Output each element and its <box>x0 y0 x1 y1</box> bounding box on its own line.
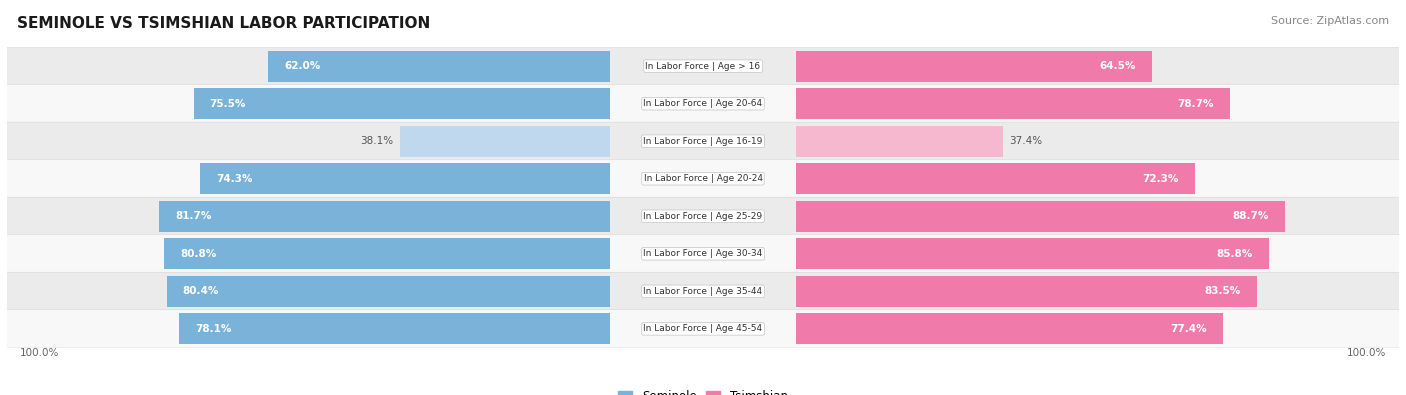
FancyBboxPatch shape <box>0 85 1406 123</box>
Text: 80.8%: 80.8% <box>180 249 217 259</box>
Bar <box>159 201 610 231</box>
Text: 37.4%: 37.4% <box>1010 136 1042 146</box>
Text: 85.8%: 85.8% <box>1216 249 1253 259</box>
Bar <box>796 314 1223 344</box>
Text: In Labor Force | Age 16-19: In Labor Force | Age 16-19 <box>644 137 762 146</box>
Text: In Labor Force | Age 30-34: In Labor Force | Age 30-34 <box>644 249 762 258</box>
Text: 64.5%: 64.5% <box>1099 61 1136 71</box>
Text: SEMINOLE VS TSIMSHIAN LABOR PARTICIPATION: SEMINOLE VS TSIMSHIAN LABOR PARTICIPATIO… <box>17 16 430 31</box>
Bar <box>194 88 610 119</box>
Text: 81.7%: 81.7% <box>176 211 212 221</box>
Text: In Labor Force | Age 20-64: In Labor Force | Age 20-64 <box>644 99 762 108</box>
Bar <box>796 201 1285 231</box>
Bar <box>200 164 610 194</box>
FancyBboxPatch shape <box>0 272 1406 310</box>
Text: In Labor Force | Age 45-54: In Labor Force | Age 45-54 <box>644 324 762 333</box>
Text: 100.0%: 100.0% <box>1347 348 1386 358</box>
Text: Source: ZipAtlas.com: Source: ZipAtlas.com <box>1271 16 1389 26</box>
Bar <box>796 88 1230 119</box>
Text: 80.4%: 80.4% <box>183 286 219 296</box>
FancyBboxPatch shape <box>0 235 1406 273</box>
Bar <box>269 51 610 81</box>
Text: 78.7%: 78.7% <box>1177 99 1213 109</box>
FancyBboxPatch shape <box>0 160 1406 198</box>
Text: 62.0%: 62.0% <box>284 61 321 71</box>
Text: 100.0%: 100.0% <box>20 348 59 358</box>
Bar <box>796 276 1257 307</box>
Bar <box>399 126 610 156</box>
Text: In Labor Force | Age 35-44: In Labor Force | Age 35-44 <box>644 287 762 296</box>
Bar <box>179 314 610 344</box>
Bar <box>166 276 610 307</box>
Text: 38.1%: 38.1% <box>360 136 394 146</box>
FancyBboxPatch shape <box>0 197 1406 235</box>
Text: In Labor Force | Age > 16: In Labor Force | Age > 16 <box>645 62 761 71</box>
FancyBboxPatch shape <box>0 310 1406 348</box>
Bar <box>796 51 1152 81</box>
Text: 72.3%: 72.3% <box>1142 174 1178 184</box>
Bar <box>165 239 610 269</box>
FancyBboxPatch shape <box>0 122 1406 160</box>
Text: In Labor Force | Age 20-24: In Labor Force | Age 20-24 <box>644 174 762 183</box>
Legend: Seminole, Tsimshian: Seminole, Tsimshian <box>613 385 793 395</box>
Bar <box>796 126 1002 156</box>
Text: In Labor Force | Age 25-29: In Labor Force | Age 25-29 <box>644 212 762 221</box>
Text: 88.7%: 88.7% <box>1233 211 1270 221</box>
FancyBboxPatch shape <box>0 47 1406 85</box>
Text: 74.3%: 74.3% <box>217 174 253 184</box>
Text: 78.1%: 78.1% <box>195 324 232 334</box>
Text: 77.4%: 77.4% <box>1170 324 1206 334</box>
Bar <box>796 164 1195 194</box>
Text: 83.5%: 83.5% <box>1204 286 1240 296</box>
Text: 75.5%: 75.5% <box>209 99 246 109</box>
Bar <box>796 239 1270 269</box>
